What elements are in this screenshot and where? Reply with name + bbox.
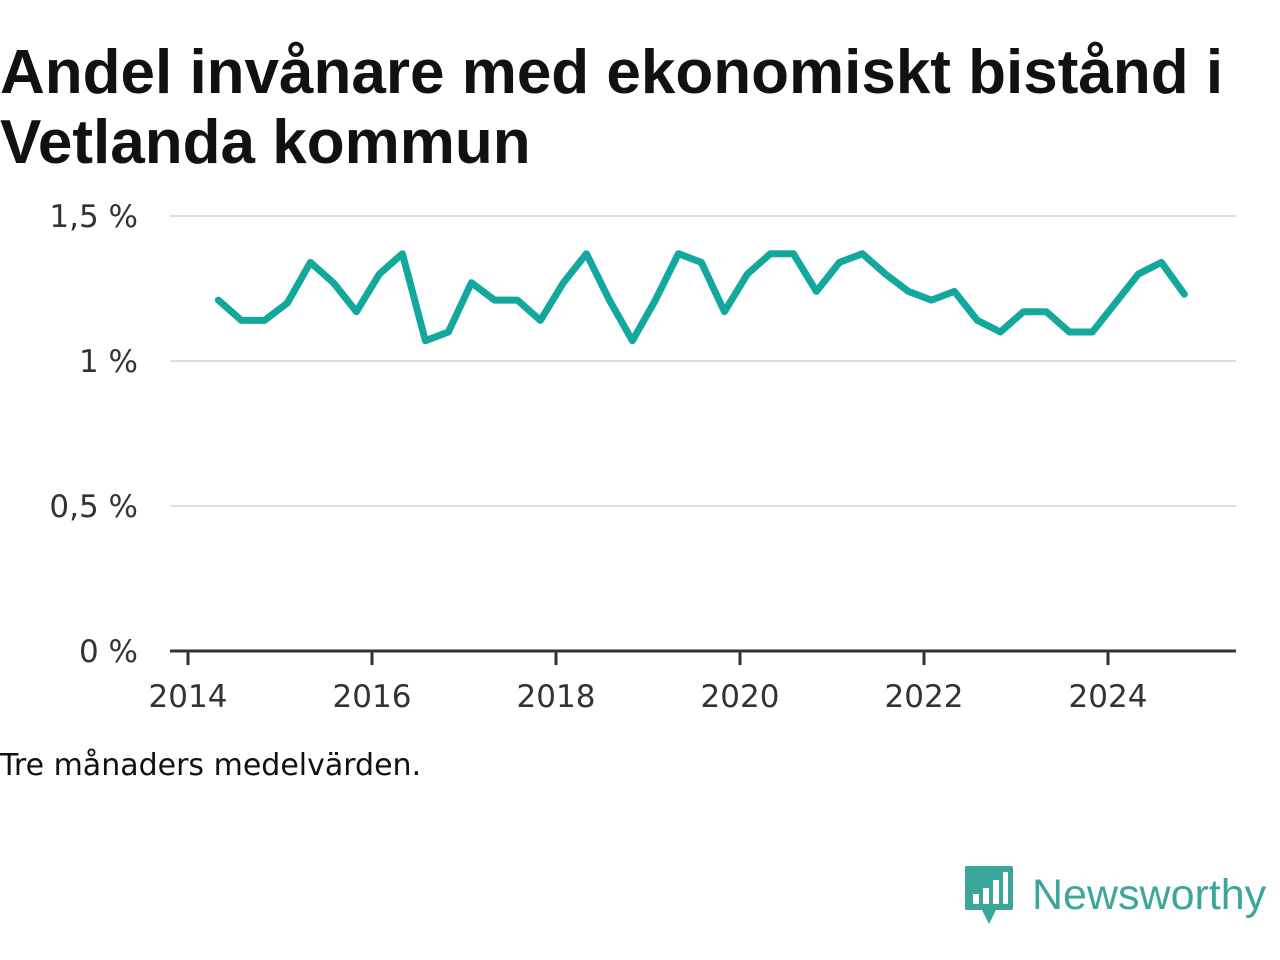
x-tick-label: 2016 — [333, 679, 412, 715]
x-tick-label: 2018 — [517, 679, 596, 715]
y-tick-label: 1,5 % — [49, 199, 138, 235]
y-tick-label: 1 % — [79, 344, 138, 380]
series-layer — [214, 250, 1188, 345]
y-tick-label: 0,5 % — [49, 489, 138, 525]
x-tick-label: 2014 — [149, 679, 228, 715]
brand-name: Newsworthy — [1032, 870, 1267, 919]
line-chart: 0 % 0,5 % 1 % 1,5 % 2014 2016 2018 2020 2022 202… — [49, 199, 1236, 715]
brand-logo: Newsworthy — [964, 864, 1266, 926]
x-tick-label: 2022 — [885, 679, 964, 715]
x-tick-label: 2024 — [1069, 679, 1148, 715]
newsworthy-logo-icon — [965, 866, 1013, 924]
chart-title: Andel invånare med ekonomiskt bistånd i … — [0, 38, 1224, 177]
x-axis: 2014 2016 2018 2020 2022 2024 — [149, 649, 1236, 715]
series-line — [214, 250, 1188, 345]
y-tick-label: 0 % — [79, 634, 138, 670]
y-axis-ticks: 0 % 0,5 % 1 % 1,5 % — [49, 199, 138, 670]
x-tick-label: 2020 — [701, 679, 780, 715]
chart-note: Tre månaders medelvärden. — [0, 748, 422, 783]
gridlines — [170, 215, 1236, 507]
